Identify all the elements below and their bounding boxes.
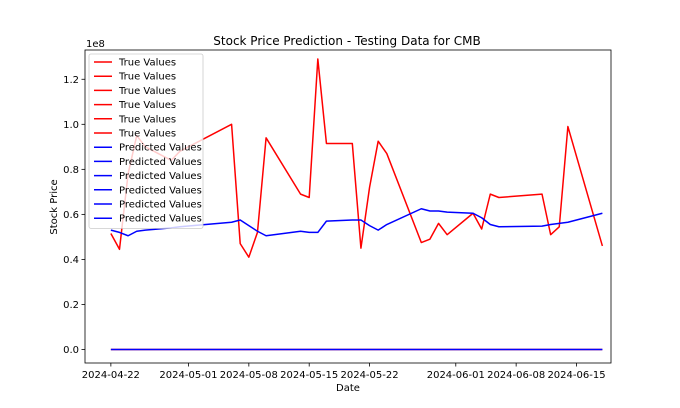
y-tick-label: 0.2 bbox=[63, 300, 79, 311]
x-axis-label: Date bbox=[336, 383, 360, 394]
legend-entry-label: True Values bbox=[118, 58, 176, 69]
legend-entry-label: Predicted Values bbox=[119, 157, 202, 168]
y-tick-label: 0.4 bbox=[63, 255, 79, 266]
y-tick-label: 1.0 bbox=[63, 120, 79, 131]
x-tick-label: 2024-06-08 bbox=[487, 370, 545, 381]
x-tick-label: 2024-06-01 bbox=[427, 370, 485, 381]
x-axis-ticks: 2024-04-22 2024-05-01 2024-05-08 2024-05-15… bbox=[82, 363, 606, 381]
x-tick-label: 2024-04-22 bbox=[82, 370, 140, 381]
legend-entry-label: True Values bbox=[118, 86, 176, 97]
legend-entry-label: Predicted Values bbox=[119, 143, 202, 154]
y-tick-label: 1.2 bbox=[63, 75, 79, 86]
legend-entry-label: True Values bbox=[118, 100, 176, 111]
legend: True Values True Values True Values True Va… bbox=[88, 53, 204, 229]
x-tick-label: 2024-05-08 bbox=[220, 370, 278, 381]
y-axis-label: Stock Price bbox=[49, 179, 60, 234]
axes-frame bbox=[84, 49, 612, 364]
y-axis-offset-label: 1e8 bbox=[86, 39, 105, 50]
legend-entry-label: Predicted Values bbox=[119, 185, 202, 196]
y-tick-label: 0.8 bbox=[63, 165, 79, 176]
x-tick-label: 2024-05-01 bbox=[159, 370, 217, 381]
x-tick-label: 2024-05-22 bbox=[340, 370, 398, 381]
x-tick-label: 2024-05-15 bbox=[280, 370, 338, 381]
legend-box bbox=[88, 53, 204, 229]
legend-entry-label: Predicted Values bbox=[119, 214, 202, 225]
legend-entry-label: Predicted Values bbox=[119, 200, 202, 211]
y-tick-label: 0.0 bbox=[63, 345, 79, 356]
legend-entry-label: True Values bbox=[118, 72, 176, 83]
y-tick-label: 0.6 bbox=[63, 210, 79, 221]
legend-entry-label: True Values bbox=[118, 129, 176, 140]
chart-title: Stock Price Prediction - Testing Data fo… bbox=[213, 34, 480, 48]
legend-entry-label: Predicted Values bbox=[119, 171, 202, 182]
y-axis-ticks: 0.0 0.2 0.4 0.6 0.8 1.0 1.2 bbox=[63, 75, 85, 356]
x-tick-label: 2024-06-15 bbox=[547, 370, 605, 381]
legend-entry-label: True Values bbox=[118, 114, 176, 125]
